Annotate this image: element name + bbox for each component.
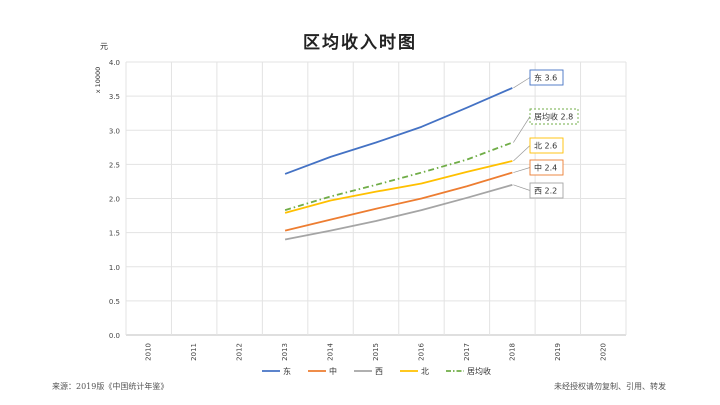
x-tick-label: 2018: [508, 343, 516, 361]
axes: 0.0 0.5 1.0 1.5 2.0 2.5 3.0 3.5 4.0 2010 2011 2012 2…: [94, 42, 607, 361]
callout-box: [529, 69, 564, 86]
x-tick-label: 2016: [417, 342, 425, 360]
y-scale-label: x 10000: [94, 67, 102, 94]
callout-leader: [513, 77, 531, 89]
callout-leader: [513, 167, 531, 173]
y-tick-label: 1.0: [109, 264, 120, 272]
x-tick-label: 2010: [145, 343, 153, 361]
x-tick-label: 2011: [190, 343, 198, 361]
y-tick-label: 0.5: [109, 298, 120, 306]
callout-box: [529, 182, 564, 199]
series-line-北: [284, 160, 513, 214]
y-tick-label: 1.5: [109, 230, 120, 238]
chart-title: 区均收入时图: [303, 33, 417, 53]
series-line-居均收: [284, 141, 513, 211]
copyright-notice: 未经授权请勿复制、引用、转发: [554, 382, 666, 391]
legend-label: 中: [329, 366, 337, 376]
y-axis-label: 元: [100, 42, 108, 51]
x-tick-label: 2014: [327, 342, 335, 360]
series-lines: [284, 87, 513, 241]
callout-leader: [513, 184, 531, 191]
callout-leader: [513, 116, 531, 143]
source-note: 来源：2019版《中国统计年鉴》: [52, 382, 169, 391]
y-tick-label: 2.0: [109, 196, 120, 204]
y-tick-label: 2.5: [109, 161, 120, 169]
callout-label: 中 2.4: [534, 163, 557, 173]
grid-lines: [125, 61, 627, 336]
x-tick-label: 2019: [554, 343, 562, 361]
legend: 东 中 西 北 居均收: [262, 366, 491, 376]
callout-box: [529, 159, 564, 176]
end-labels: 东 3.6 中 2.4 西 2.2 北 2.6 居均收 2.8: [513, 69, 579, 199]
series-line-中: [284, 171, 513, 232]
x-tick-label: 2013: [281, 343, 289, 361]
callout-box: [529, 137, 564, 154]
legend-label: 居均收: [467, 366, 491, 376]
y-tick-label: 3.5: [109, 93, 120, 101]
x-tick-label: 2017: [463, 343, 471, 361]
legend-label: 东: [283, 366, 291, 376]
y-tick-label: 0.0: [109, 332, 120, 340]
callout-box: [529, 108, 579, 125]
callout-label: 西 2.2: [534, 187, 557, 196]
series-line-东: [284, 87, 513, 175]
legend-label: 西: [375, 367, 383, 376]
y-tick-label: 3.0: [109, 127, 120, 135]
legend-label: 北: [421, 367, 429, 376]
callout-label: 北 2.6: [534, 142, 557, 151]
callout-label: 居均收 2.8: [534, 112, 573, 122]
x-tick-label: 2020: [599, 343, 607, 361]
series-line-西: [284, 183, 513, 241]
x-tick-label: 2012: [236, 343, 244, 361]
x-tick-label: 2015: [372, 343, 380, 361]
callout-label: 东 3.6: [534, 73, 557, 83]
callout-leader: [513, 145, 531, 162]
y-tick-label: 4.0: [109, 59, 120, 67]
